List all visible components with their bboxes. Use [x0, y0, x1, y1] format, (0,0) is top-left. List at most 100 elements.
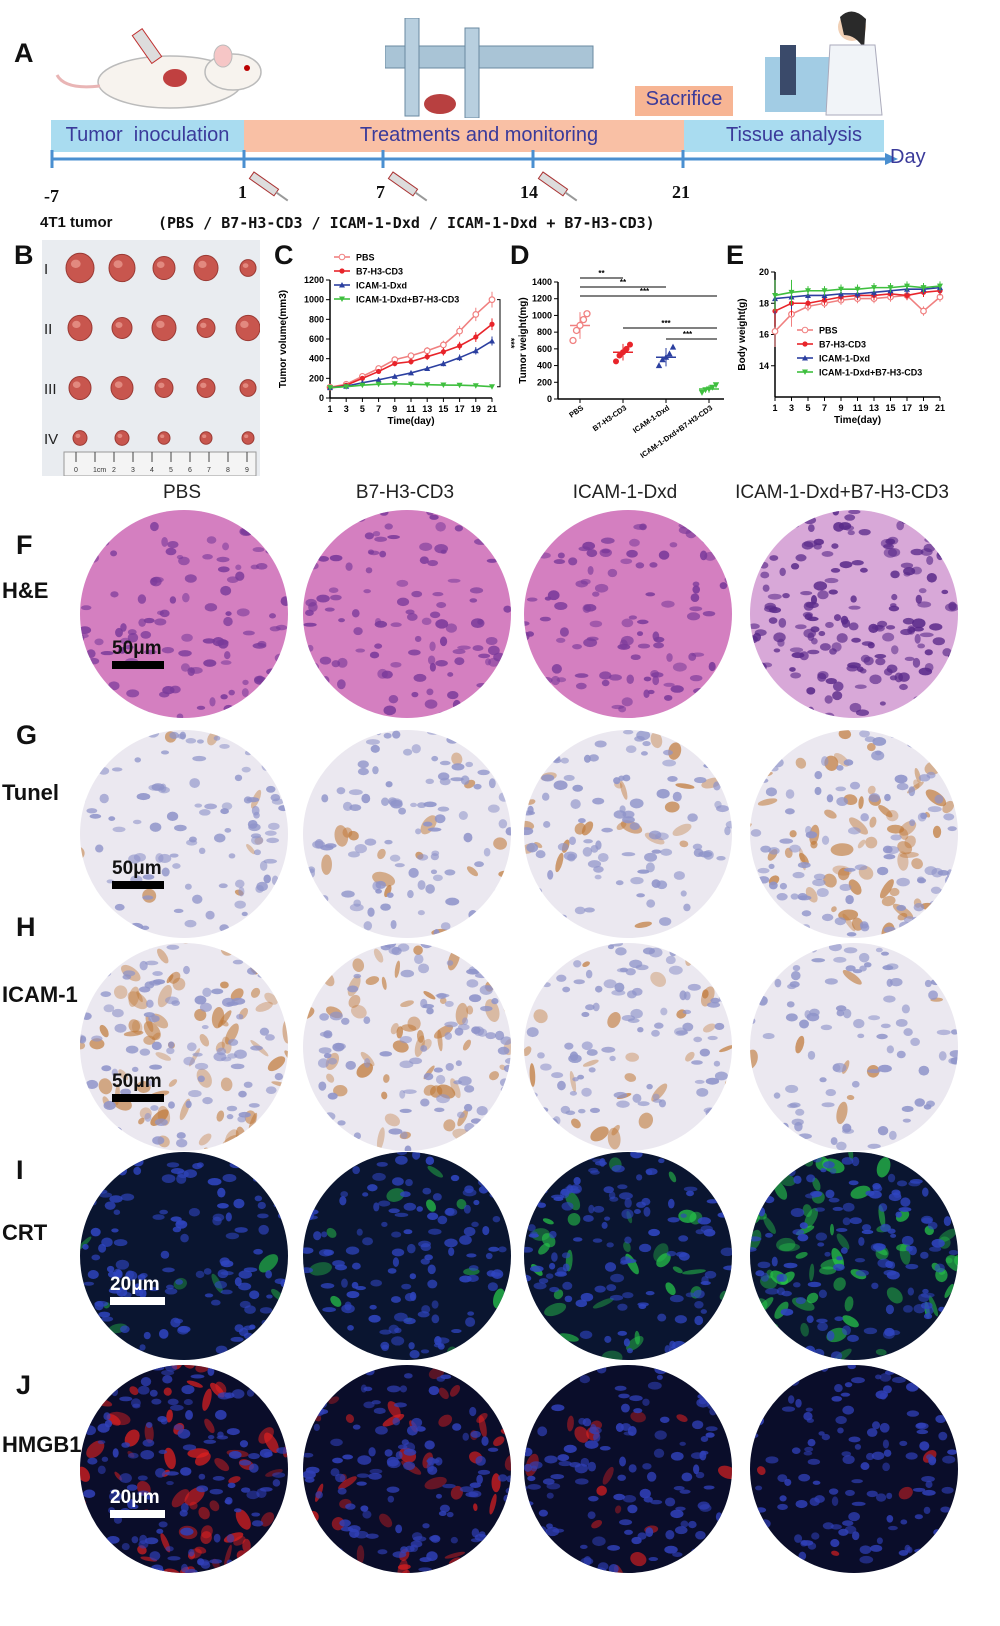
tumor-photo: I II III IV 0 1cm 2 3 4 5 6 7 8 9 [42, 240, 261, 477]
cell-nucleus [817, 1322, 828, 1331]
cell-nucleus [355, 648, 366, 653]
cell-nucleus [89, 1365, 103, 1371]
cell-nucleus [466, 1253, 477, 1258]
cell-nucleus [243, 1325, 255, 1331]
cell-nucleus [688, 1520, 697, 1529]
cell-nucleus [642, 1463, 652, 1470]
cell-nucleus [852, 969, 863, 974]
cell-nucleus [97, 1440, 106, 1445]
x-tick-label: 15 [885, 403, 895, 413]
cell-nucleus [494, 1540, 504, 1549]
cell-nucleus [588, 1204, 595, 1214]
cell-nucleus [470, 618, 485, 629]
cell-nucleus [263, 1451, 273, 1457]
stain-region [437, 1029, 443, 1052]
stain-region [614, 1505, 622, 1514]
sacrifice-label: Sacrifice [645, 88, 723, 110]
col-header-pbs: PBS [162, 482, 202, 503]
comparison-label: *** [683, 330, 693, 339]
scale-bar-i: 20μm [110, 1274, 165, 1305]
cell-nucleus [615, 947, 627, 956]
cell-nucleus [257, 1201, 266, 1210]
cell-nucleus [584, 907, 595, 913]
cell-nucleus [98, 1243, 107, 1253]
stain-region [650, 971, 667, 987]
cell-nucleus [178, 556, 190, 566]
cell-nucleus [778, 618, 787, 628]
stain-region [848, 879, 862, 895]
cell-nucleus [933, 1529, 942, 1536]
stain-region [376, 1127, 385, 1151]
cell-nucleus [490, 1562, 504, 1569]
cell-nucleus [240, 954, 248, 962]
cell-nucleus [332, 1564, 339, 1572]
cell-nucleus [91, 1035, 103, 1042]
cell-nucleus [335, 1548, 343, 1553]
cell-nucleus [693, 848, 704, 858]
cell-nucleus [154, 1118, 168, 1127]
cell-nucleus [651, 672, 664, 678]
cell-nucleus [427, 1279, 438, 1289]
stain-region [819, 1266, 837, 1275]
cell-nucleus [885, 845, 900, 855]
cell-nucleus [274, 1072, 284, 1081]
cell-nucleus [217, 1431, 224, 1438]
cell-nucleus [560, 757, 569, 764]
cell-nucleus [164, 1471, 179, 1476]
cell-nucleus [648, 947, 663, 958]
cell-nucleus [533, 1533, 541, 1540]
cell-nucleus [252, 547, 265, 553]
cell-nucleus [417, 802, 427, 809]
cell-nucleus [783, 954, 791, 963]
cell-nucleus [572, 1355, 583, 1360]
cell-nucleus [253, 1248, 263, 1255]
cell-nucleus [331, 1160, 341, 1167]
cell-nucleus [682, 1009, 692, 1015]
cell-nucleus [923, 543, 936, 553]
cell-nucleus [821, 1102, 835, 1108]
cell-nucleus [111, 767, 123, 772]
cell-nucleus [886, 978, 893, 987]
tumor-specimen [241, 431, 255, 445]
cell-nucleus [562, 986, 571, 993]
y-axis-title: Body weight(g) [737, 298, 748, 370]
cell-nucleus [717, 981, 731, 991]
cell-nucleus [117, 1166, 128, 1176]
cell-nucleus [161, 1174, 176, 1184]
cell-nucleus [948, 966, 958, 975]
cell-nucleus [900, 628, 913, 636]
cell-nucleus [234, 1277, 242, 1287]
cell-nucleus [335, 1365, 344, 1374]
cell-nucleus [582, 541, 596, 551]
cell-nucleus [783, 1262, 798, 1269]
ruler-label: 9 [245, 467, 249, 474]
cell-nucleus [672, 791, 682, 802]
cell-nucleus [950, 1395, 958, 1402]
cell-nucleus [601, 1046, 616, 1053]
cell-nucleus [434, 814, 446, 824]
cell-nucleus [938, 1431, 948, 1441]
cell-nucleus [594, 583, 609, 593]
cell-nucleus [935, 1414, 947, 1424]
cell-nucleus [951, 1400, 958, 1408]
cell-nucleus [128, 1371, 135, 1378]
cell-nucleus [224, 1499, 232, 1505]
cell-nucleus [696, 1397, 710, 1408]
cell-nucleus [269, 1552, 278, 1561]
cell-nucleus [863, 1327, 878, 1335]
cell-nucleus [900, 562, 914, 569]
stain-region [623, 1241, 631, 1253]
x-tick-label: 11 [853, 403, 863, 413]
cell-nucleus [789, 844, 801, 853]
cell-nucleus [252, 693, 264, 701]
cell-nucleus [313, 1423, 320, 1432]
cell-nucleus [387, 1459, 401, 1469]
cell-nucleus [530, 1465, 538, 1472]
tumor-highlight [117, 433, 123, 438]
cell-nucleus [618, 1393, 630, 1399]
cell-nucleus [156, 1528, 164, 1534]
cell-nucleus [838, 1528, 849, 1536]
cell-nucleus [924, 979, 932, 988]
cell-nucleus [87, 1270, 99, 1279]
cell-nucleus [626, 674, 634, 685]
